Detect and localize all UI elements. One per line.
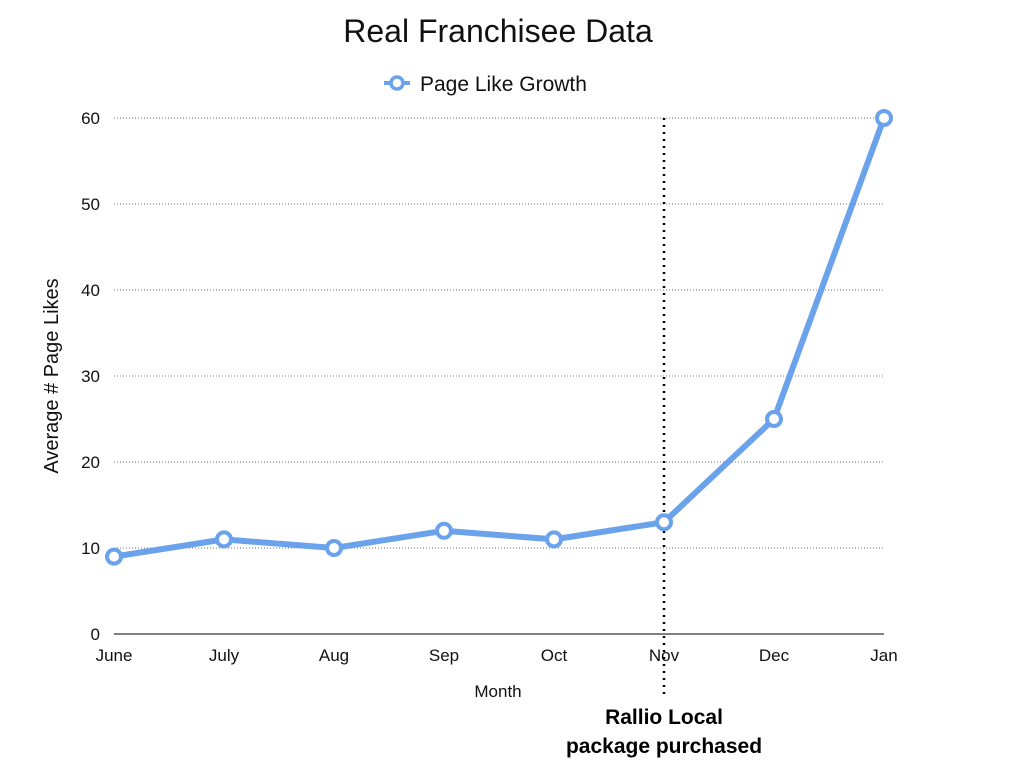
x-tick-label: June <box>96 646 133 665</box>
x-axis-label: Month <box>474 682 521 701</box>
legend-marker-icon <box>389 75 405 91</box>
data-point <box>215 530 233 549</box>
y-tick-label: 30 <box>81 367 100 386</box>
data-point <box>325 539 343 557</box>
y-axis-ticks: 0 10 20 30 40 50 60 <box>81 109 100 644</box>
series-line <box>111 115 887 560</box>
legend: Page Like Growth <box>384 73 587 96</box>
legend-label: Page Like Growth <box>420 73 587 96</box>
grid <box>114 117 884 635</box>
y-tick-label: 0 <box>91 625 100 644</box>
x-tick-label: Aug <box>319 646 349 665</box>
data-point <box>765 410 783 428</box>
y-tick-label: 40 <box>81 281 100 300</box>
annotation-line-2: package purchased <box>566 735 762 758</box>
y-axis-label: Average # Page Likes <box>41 278 63 473</box>
data-point <box>655 513 673 532</box>
x-axis-ticks: June July Aug Sep Oct Nov Dec Jan <box>96 646 898 665</box>
x-tick-label: Sep <box>429 646 459 665</box>
data-point <box>545 530 563 549</box>
data-point <box>875 109 893 127</box>
x-tick-label: Dec <box>759 646 790 665</box>
y-tick-label: 50 <box>81 195 100 214</box>
chart-title: Real Franchisee Data <box>343 13 653 49</box>
x-tick-label: Jan <box>870 646 897 665</box>
series-layer <box>105 109 893 566</box>
annotation-line-1: Rallio Local <box>605 706 723 729</box>
y-tick-label: 60 <box>81 109 100 128</box>
y-tick-label: 20 <box>81 453 100 472</box>
x-tick-label: Oct <box>541 646 568 665</box>
x-tick-label: Nov <box>649 646 680 665</box>
data-point <box>435 521 453 540</box>
data-point <box>105 547 123 566</box>
y-tick-label: 10 <box>81 539 100 558</box>
x-tick-label: July <box>209 646 240 665</box>
